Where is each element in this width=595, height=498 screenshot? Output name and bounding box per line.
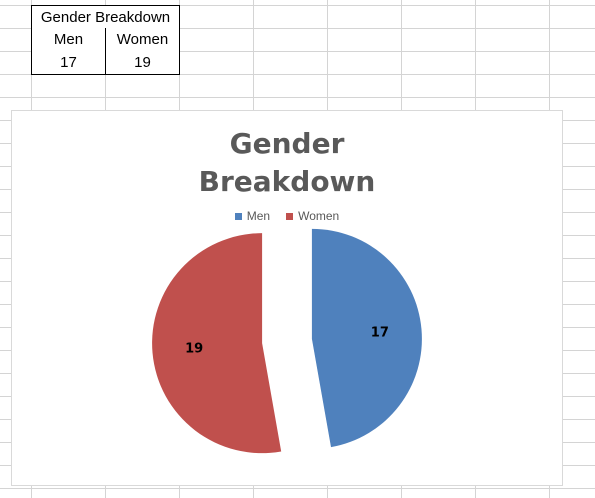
header-cell-women[interactable]: Women [105,28,180,52]
value-cell-women[interactable]: 19 [105,51,180,75]
pie-slice-women[interactable] [152,233,282,454]
pie-slice-men[interactable] [311,228,422,448]
table-title-cell[interactable]: Gender Breakdown [31,5,180,29]
data-label-women: 19 [185,342,203,357]
value-cell-men[interactable]: 17 [31,51,106,75]
legend-item-women: Women [286,209,339,223]
chart-title-line-2: Breakdown [198,165,376,198]
header-cell-men[interactable]: Men [31,28,106,52]
chart-title: Gender Breakdown [12,125,562,201]
legend-label-men: Men [246,209,271,223]
data-label-men: 17 [371,325,389,340]
pie-chart[interactable]: Gender Breakdown Men Women 17 19 [11,110,563,486]
legend-label-women: Women [298,209,340,223]
legend-item-men: Men [234,209,271,223]
chart-legend: Men Women [12,209,562,223]
legend-swatch-men [234,212,242,220]
legend-swatch-women [286,212,294,220]
chart-title-line-1: Gender [229,127,345,160]
